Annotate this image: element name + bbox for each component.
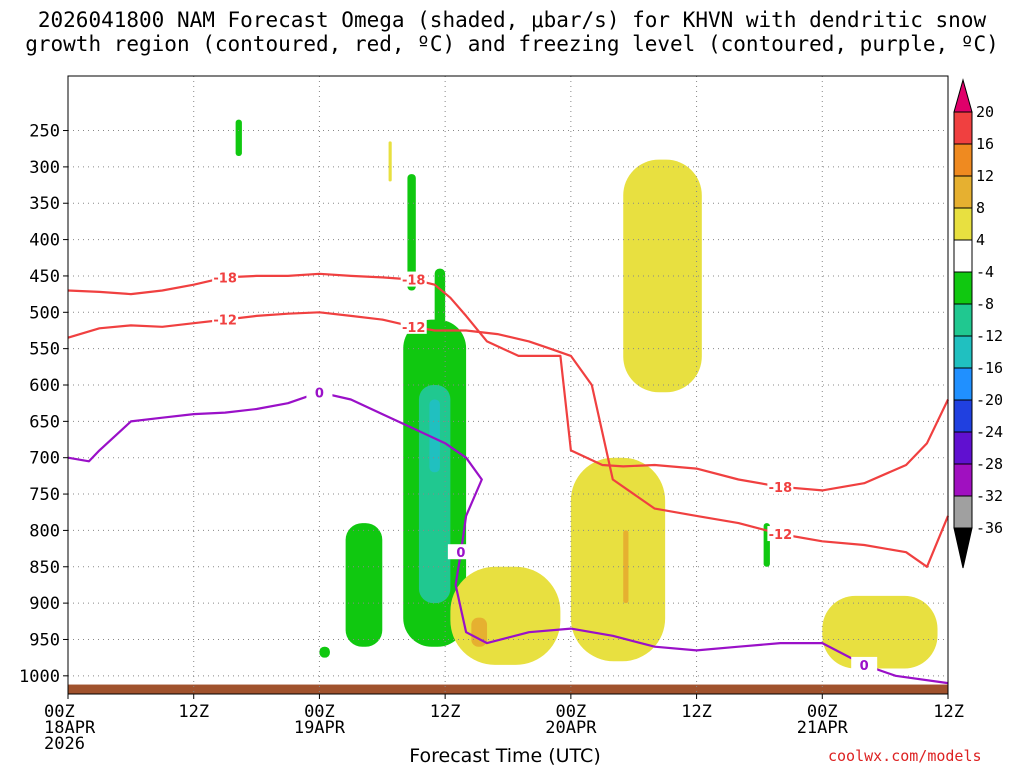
omega-region-1: [389, 141, 392, 181]
y-tick-label: 950: [29, 630, 60, 650]
contour-label: 0: [315, 386, 324, 401]
colorbar-segment: [954, 400, 972, 432]
x-tick-label: 2026: [44, 734, 85, 754]
x-tick-label: 12Z: [933, 702, 964, 722]
colorbar-arrow-bottom: [954, 528, 972, 568]
x-tick-label: 12Z: [430, 702, 461, 722]
colorbar-label: 8: [976, 199, 985, 217]
terrain-layer: [68, 685, 948, 694]
y-tick-label: 1000: [19, 667, 60, 687]
colorbar-label: -24: [976, 423, 1003, 441]
colorbar-segment: [954, 464, 972, 496]
colorbar-label: -16: [976, 359, 1003, 377]
contour-label: -12: [402, 321, 426, 336]
x-tick-label: 19APR: [294, 718, 346, 738]
omega-region-14: [623, 530, 628, 603]
y-tick-label: 500: [29, 303, 60, 323]
y-tick-label: 800: [29, 521, 60, 541]
colorbar-label: -36: [976, 519, 1003, 537]
colorbar-arrow-top: [954, 80, 972, 112]
colorbar-segment: [954, 144, 972, 176]
y-tick-label: 550: [29, 340, 60, 360]
x-tick-label: 12Z: [178, 702, 209, 722]
contour-label: -18: [213, 271, 237, 286]
colorbar-segment: [954, 272, 972, 304]
y-tick-label: 700: [29, 449, 60, 469]
colorbar-segment: [954, 432, 972, 464]
credit-link[interactable]: coolwx.com/models: [828, 747, 982, 765]
omega-shading-layer: [236, 120, 938, 669]
y-tick-label: 300: [29, 158, 60, 178]
colorbar-label: -8: [976, 295, 994, 313]
x-tick-label: 20APR: [545, 718, 597, 738]
colorbar-label: 12: [976, 167, 994, 185]
omega-region-8: [319, 647, 329, 658]
y-tick-label: 850: [29, 558, 60, 578]
colorbar-label: -4: [976, 263, 994, 281]
chart-svg: -18 -18 -18 -12 -12 -12 0 0 0 250 300 350 400 450 500…: [0, 0, 1024, 768]
y-tick-label: 900: [29, 594, 60, 614]
colorbar-label: -20: [976, 391, 1003, 409]
contour-label: 0: [860, 659, 869, 674]
colorbar-segment: [954, 208, 972, 240]
omega-region-10: [623, 160, 702, 393]
colorbar-label: 20: [976, 103, 994, 121]
y-tick-label: 400: [29, 231, 60, 251]
omega-region-7: [346, 523, 383, 647]
contour-label: -12: [213, 314, 237, 329]
contour-label: -18: [769, 481, 793, 496]
x-tick-label: 21APR: [797, 718, 849, 738]
contour-label: 0: [456, 546, 465, 561]
colorbar-segment: [954, 336, 972, 368]
colorbar-segment: [954, 496, 972, 528]
y-tick-label: 250: [29, 122, 60, 142]
x-axis-label: Forecast Time (UTC): [345, 745, 665, 767]
terrain-band: [68, 685, 948, 694]
contour-label: -12: [769, 528, 793, 543]
colorbar-label: 16: [976, 135, 994, 153]
colorbar-segment: [954, 112, 972, 144]
y-tick-label: 750: [29, 485, 60, 505]
colorbar-label: -28: [976, 455, 1003, 473]
colorbar-segment: [954, 368, 972, 400]
omega-region-15: [822, 596, 937, 669]
colorbar-segment: [954, 176, 972, 208]
colorbar-label: -12: [976, 327, 1003, 345]
colorbar-label: -32: [976, 487, 1003, 505]
colorbar-segment: [954, 304, 972, 336]
x-tick-label: 12Z: [681, 702, 712, 722]
omega-region-0: [236, 120, 242, 156]
contour-label: -18: [402, 274, 426, 289]
y-tick-label: 350: [29, 194, 60, 214]
y-tick-label: 450: [29, 267, 60, 287]
y-tick-label: 600: [29, 376, 60, 396]
colorbar-label: 4: [976, 231, 985, 249]
colorbar-segment: [954, 240, 972, 272]
y-axis: 250 300 350 400 450 500 550 600 650 700 750 800 850 9…: [19, 122, 68, 687]
omega-region-12: [450, 567, 560, 665]
colorbar: 20 16 12 8 4 -4 -8 -12 -16 -20 -24 -28 -32 -36: [954, 80, 1003, 568]
y-tick-label: 650: [29, 412, 60, 432]
